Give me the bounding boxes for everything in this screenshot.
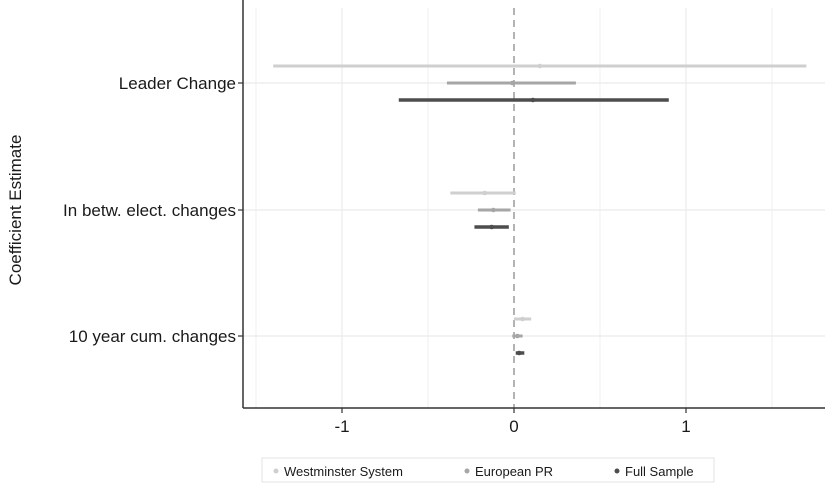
legend-label: Full Sample [625, 464, 694, 479]
legend: Westminster System European PR Full Sample [261, 457, 715, 483]
legend-key [614, 468, 620, 474]
point-estimate-westminster-system [537, 63, 543, 69]
y-tick-label: Leader Change [119, 74, 236, 93]
point-estimate-westminster-system [482, 190, 488, 196]
y-tick-label: 10 year cum. changes [69, 327, 236, 346]
legend-label: Westminster System [284, 464, 403, 479]
y-axis-title: Coefficient Estimate [6, 135, 25, 286]
point-estimate-european-pr [509, 80, 515, 86]
x-tick-label: -1 [334, 417, 349, 436]
x-tick-label: 0 [509, 417, 518, 436]
marks-layer [273, 63, 807, 356]
point-estimate-westminster-system [520, 316, 525, 322]
grid-layer [243, 8, 825, 408]
legend-label: European PR [475, 464, 553, 479]
legend-key [273, 468, 279, 474]
x-tick-labels: -1 0 1 [334, 408, 691, 436]
y-tick-label: In betw. elect. changes [63, 201, 236, 220]
point-estimate-full-sample [530, 97, 536, 103]
point-estimate-european-pr [491, 207, 496, 213]
point-estimate-full-sample [489, 224, 494, 230]
point-estimate-full-sample [516, 350, 522, 356]
legend-key [464, 468, 470, 474]
point-estimate-european-pr [515, 333, 520, 339]
y-tick-labels: Leader Change In betw. elect. changes 10 y… [63, 74, 243, 346]
x-tick-label: 1 [681, 417, 690, 436]
legend-box [261, 457, 715, 483]
